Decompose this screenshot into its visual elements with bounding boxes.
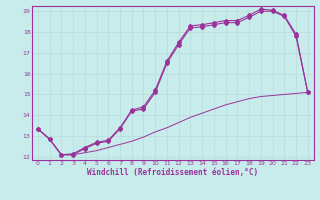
X-axis label: Windchill (Refroidissement éolien,°C): Windchill (Refroidissement éolien,°C) xyxy=(87,168,258,177)
